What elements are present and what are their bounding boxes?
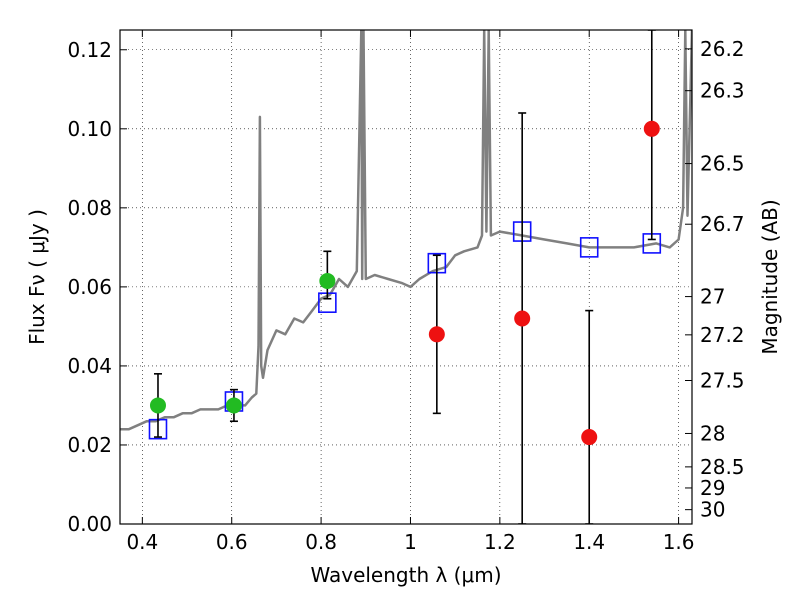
nir-photometry-point	[581, 429, 598, 446]
mag-tick-label: 28	[700, 421, 725, 445]
y-tick-label: 0.12	[67, 38, 112, 62]
y-tick-label: 0.00	[67, 512, 112, 536]
mag-tick-label: 27	[700, 285, 725, 309]
mag-tick-label: 29	[700, 476, 725, 500]
mag-tick-label: 27.5	[700, 369, 745, 393]
optical-photometry-point	[225, 397, 242, 414]
y-tick-label: 0.02	[67, 433, 112, 457]
y-tick-label: 0.06	[67, 275, 112, 299]
x-axis-label: Wavelength λ (μm)	[310, 563, 501, 587]
y-tick-label: 0.04	[67, 354, 112, 378]
mag-tick-label: 26.2	[700, 37, 745, 61]
x-tick-label: 0.4	[126, 530, 158, 554]
mag-tick-label: 26.3	[700, 79, 745, 103]
y-tick-label: 0.08	[67, 196, 112, 220]
spectrum-line	[120, 30, 692, 431]
plot-frame	[119, 29, 693, 525]
optical-photometry-point	[149, 397, 166, 414]
nir-photometry-point	[514, 310, 531, 327]
x-tick-label: 1.6	[663, 530, 695, 554]
y-axis-label: Flux Fν ( μJy )	[25, 209, 49, 345]
data-layer	[120, 30, 692, 524]
y-tick-label: 0.10	[67, 117, 112, 141]
ticks	[120, 30, 692, 525]
x-tick-label: 1	[404, 530, 417, 554]
mag-tick-label: 27.2	[700, 323, 745, 347]
nir-photometry-point	[643, 120, 660, 137]
x-tick-label: 0.8	[305, 530, 337, 554]
tick-labels: 0.4 0.6 0.8 1 1.2 1.4 1.6 0.00 0.02 0.04 0.06 0.08 0…	[67, 37, 744, 554]
y2-axis-label: Magnitude (AB)	[758, 199, 782, 354]
mag-tick-label: 28.5	[700, 455, 745, 479]
nir-photometry-point	[428, 326, 445, 343]
model-square-marker	[579, 237, 599, 258]
plot-background	[120, 30, 692, 524]
mag-tick-label: 30	[700, 498, 725, 522]
x-tick-label: 0.6	[216, 530, 248, 554]
optical-photometry-point	[319, 272, 336, 289]
mag-tick-label: 26.5	[700, 152, 745, 176]
x-tick-label: 1.2	[484, 530, 516, 554]
x-tick-label: 1.4	[573, 530, 605, 554]
mag-tick-label: 26.7	[700, 212, 745, 236]
